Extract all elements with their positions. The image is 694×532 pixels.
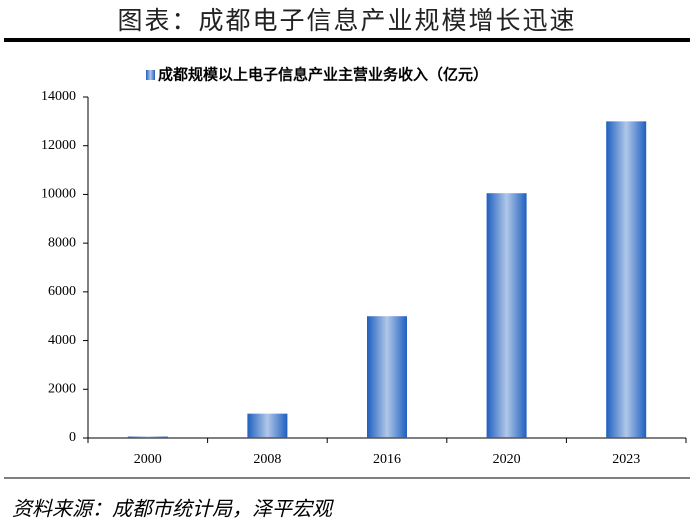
x-tick-label: 2023 [612,452,640,467]
y-tick-label: 14000 [41,89,76,104]
x-tick-label: 2020 [493,452,521,467]
y-tick-label: 4000 [48,333,76,348]
title-rule [4,38,690,42]
y-tick-label: 10000 [41,187,76,202]
bar [247,413,288,438]
x-tick-label: 2008 [253,452,281,467]
y-tick-label: 12000 [41,138,76,153]
source-note: 资料来源：成都市统计局，泽平宏观 [12,497,334,521]
y-tick-label: 0 [69,430,76,445]
bar [127,436,168,438]
legend-swatch [146,70,155,80]
y-tick-label: 6000 [48,284,76,299]
chart-title: 图表：成都电子信息产业规模增长迅速 [117,6,576,35]
bar [367,316,407,438]
bar [486,193,527,438]
y-tick-label: 2000 [48,382,76,397]
x-tick-label: 2016 [373,452,401,467]
x-tick-label: 2000 [134,452,162,467]
y-tick-label: 8000 [48,235,76,250]
legend-label: 成都规模以上电子信息产业主营业务收入（亿元） [158,66,488,84]
bar [606,121,647,438]
